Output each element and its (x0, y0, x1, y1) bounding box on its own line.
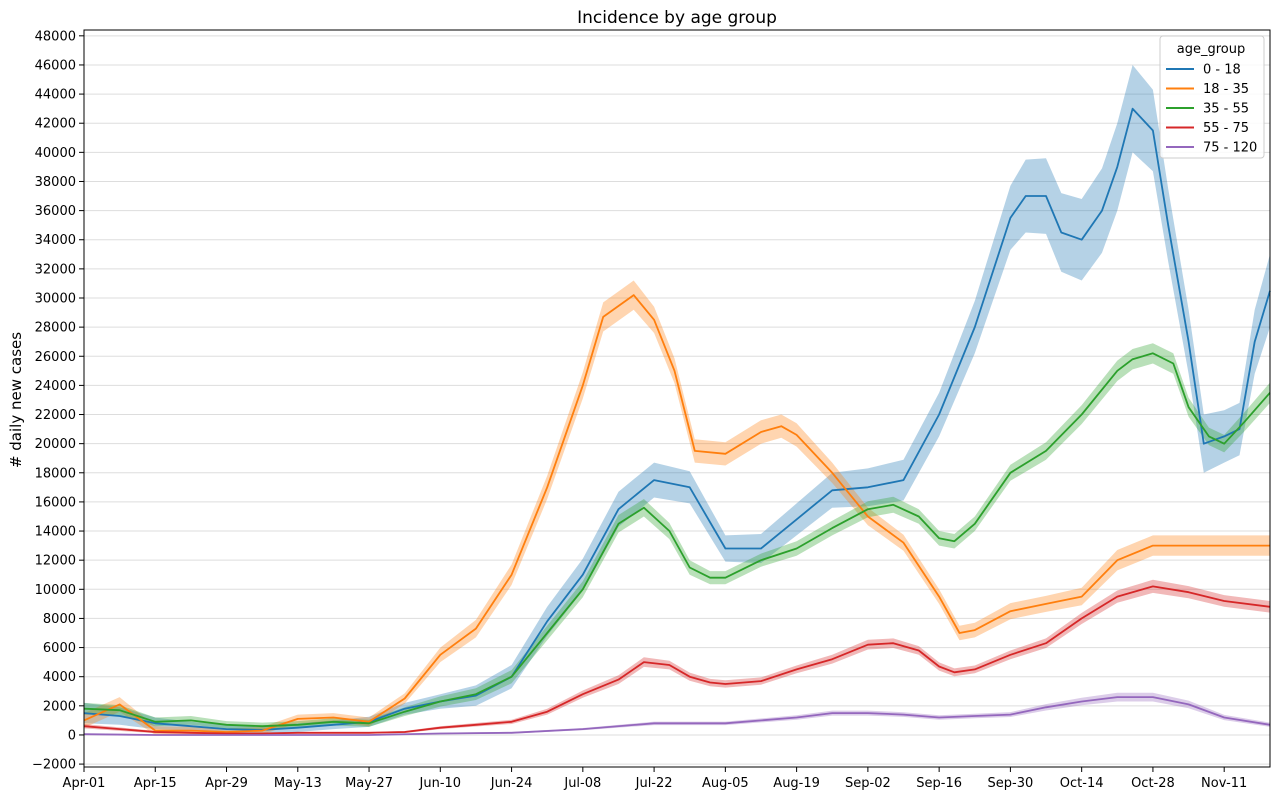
x-tick-label: May-13 (274, 776, 322, 791)
y-tick-label: 2000 (43, 699, 76, 714)
legend-title: age_group (1177, 42, 1245, 57)
y-tick-label: 22000 (35, 408, 76, 423)
series-line-75-120 (83, 696, 1271, 736)
legend-label: 0 - 18 (1203, 63, 1241, 78)
y-axis-label: # daily new cases (7, 332, 25, 468)
y-tick-label: 14000 (35, 525, 76, 540)
y-tick-label: 48000 (35, 29, 76, 44)
series-line-35-55 (83, 352, 1271, 728)
y-axis-ticks: −2000 0 2000 4000 6000 8000 10000 12000 14000 160… (32, 29, 84, 773)
x-tick-label: May-27 (345, 776, 393, 791)
x-tick-label: Aug-05 (702, 776, 749, 791)
y-tick-label: 12000 (35, 554, 76, 569)
y-tick-label: 4000 (43, 670, 76, 685)
series-line-18-35 (83, 294, 1270, 733)
x-tick-label: Jul-08 (563, 776, 601, 791)
plot-frame (83, 29, 1271, 768)
y-tick-label: 42000 (35, 117, 76, 132)
y-tick-label: 36000 (35, 204, 76, 219)
x-tick-label: Apr-01 (63, 776, 106, 791)
y-tick-label: 38000 (35, 175, 76, 190)
y-tick-label: 0 (68, 728, 76, 743)
y-tick-label: 24000 (35, 379, 76, 394)
legend-items: 0 - 18 18 - 35 35 - 55 55 - 75 75 - 120 (1166, 63, 1257, 156)
x-axis-ticks: Apr-01 Apr-15 Apr-29 May-13 May-27 Jun-10 Jun-… (63, 767, 1247, 791)
chart-title: Incidence by age group (577, 8, 777, 28)
y-tick-label: 44000 (35, 88, 76, 103)
series-line-0-18 (83, 107, 1271, 731)
y-tick-label: −2000 (32, 758, 76, 773)
legend-label: 75 - 120 (1203, 141, 1257, 156)
grid-lines (84, 35, 1270, 765)
x-tick-label: Nov-11 (1201, 776, 1247, 791)
y-tick-label: 8000 (43, 612, 76, 627)
x-tick-label: Sep-02 (845, 776, 891, 791)
y-tick-label: 34000 (35, 233, 76, 248)
y-tick-label: 20000 (35, 437, 76, 452)
series-lines (83, 107, 1271, 736)
x-tick-label: Jun-10 (419, 776, 462, 791)
series-line-55-75 (83, 585, 1271, 735)
y-tick-label: 32000 (35, 262, 76, 277)
x-tick-label: Oct-14 (1060, 776, 1104, 791)
y-tick-label: 40000 (35, 146, 76, 161)
x-tick-label: Jul-22 (635, 776, 673, 791)
legend-label: 55 - 75 (1203, 121, 1249, 136)
y-tick-label: 16000 (35, 495, 76, 510)
y-tick-label: 10000 (35, 583, 76, 598)
y-tick-label: 26000 (35, 350, 76, 365)
legend-label: 35 - 55 (1203, 102, 1249, 117)
x-tick-label: Aug-19 (773, 776, 820, 791)
band-18-35 (84, 280, 1270, 736)
band-0-18 (84, 65, 1270, 735)
x-tick-label: Sep-16 (916, 776, 962, 791)
y-tick-label: 18000 (35, 466, 76, 481)
x-tick-label: Apr-29 (205, 776, 248, 791)
y-tick-label: 28000 (35, 321, 76, 336)
y-tick-label: 6000 (43, 641, 76, 656)
x-tick-label: Apr-15 (134, 776, 177, 791)
y-tick-label: 46000 (35, 58, 76, 73)
legend-label: 18 - 35 (1203, 82, 1249, 97)
y-tick-label: 30000 (35, 292, 76, 307)
x-tick-label: Jun-24 (490, 776, 533, 791)
legend: age_group 0 - 18 18 - 35 35 - 55 55 - 75 75 … (1159, 35, 1265, 159)
x-tick-label: Sep-30 (988, 776, 1034, 791)
x-tick-label: Oct-28 (1131, 776, 1175, 791)
